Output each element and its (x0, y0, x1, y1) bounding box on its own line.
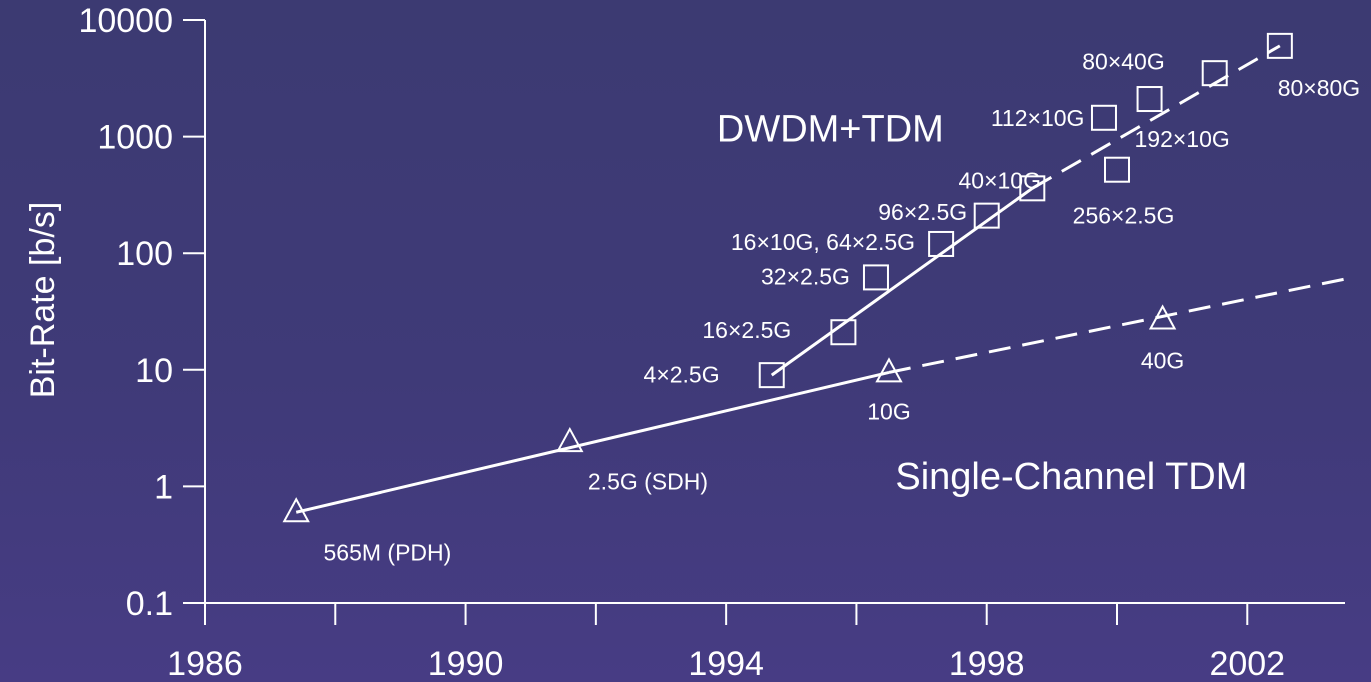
triangle-marker (875, 357, 903, 383)
region-labels: DWDM+TDM Single-Channel TDM (717, 108, 1247, 498)
triangle-marker (1148, 304, 1177, 330)
point-label: 112×10G (991, 105, 1085, 131)
square-marker (1201, 60, 1228, 87)
point-label: 96×2.5G (878, 199, 967, 225)
square-marker (973, 202, 1000, 229)
data-labels: 565M (PDH) 2.5G (SDH) 10G 40G 4×2.5G 16×2.5G 3… (323, 49, 1360, 566)
x-tick-label: 2002 (1209, 645, 1285, 682)
square-marker (1019, 175, 1046, 202)
point-label: 16×10G, 64×2.5G (731, 229, 915, 255)
point-label: 192×10G (1135, 126, 1230, 152)
point-label: 565M (PDH) (323, 540, 451, 566)
point-label: 32×2.5G (761, 264, 850, 290)
y-tick-label: 0.1 (126, 585, 173, 623)
y-axis-title: Bit-Rate [b/s] (24, 202, 62, 399)
dwdm-tdm-trend-solid (770, 187, 1034, 377)
point-label: 256×2.5G (1073, 203, 1175, 229)
point-label: 10G (867, 398, 910, 424)
square-marker (1266, 32, 1293, 59)
x-tick-label: 1994 (688, 645, 764, 682)
square-marker (1090, 104, 1117, 131)
data-markers (282, 32, 1293, 523)
x-tick-label: 1990 (428, 645, 504, 682)
point-label: 80×80G (1278, 75, 1361, 101)
y-tick-label: 1 (154, 468, 173, 506)
y-tick-label: 10000 (78, 2, 173, 40)
single-channel-tdm-trend-dashed (888, 277, 1346, 374)
x-tick-label: 1986 (167, 645, 243, 682)
x-tick-label: 1998 (949, 645, 1025, 682)
triangle-marker (282, 497, 310, 523)
chart-axes: 0.1 1 10 100 1000 10000 1986 1990 1994 1998 2002 (78, 2, 1345, 682)
trend-lines (295, 44, 1346, 514)
y-tick-label: 10 (135, 352, 173, 390)
square-marker (1136, 86, 1163, 113)
square-marker (758, 362, 785, 389)
point-label: 2.5G (SDH) (588, 469, 708, 495)
point-label: 4×2.5G (644, 362, 720, 388)
point-label: 40G (1141, 348, 1184, 374)
square-marker (862, 264, 889, 291)
dwdm-tdm-trend-dashed (1031, 44, 1281, 190)
square-marker (830, 319, 857, 346)
region-label: Single-Channel TDM (895, 456, 1247, 498)
single-channel-tdm-trend-solid (295, 370, 890, 514)
region-label: DWDM+TDM (717, 108, 944, 150)
point-label: 80×40G (1082, 49, 1165, 75)
square-marker (1104, 156, 1130, 183)
point-label: 16×2.5G (702, 317, 791, 343)
y-tick-label: 100 (116, 235, 173, 273)
y-tick-label: 1000 (97, 119, 173, 157)
square-marker (928, 230, 955, 257)
triangle-marker (556, 426, 584, 453)
point-label: 40×10G (958, 168, 1041, 194)
